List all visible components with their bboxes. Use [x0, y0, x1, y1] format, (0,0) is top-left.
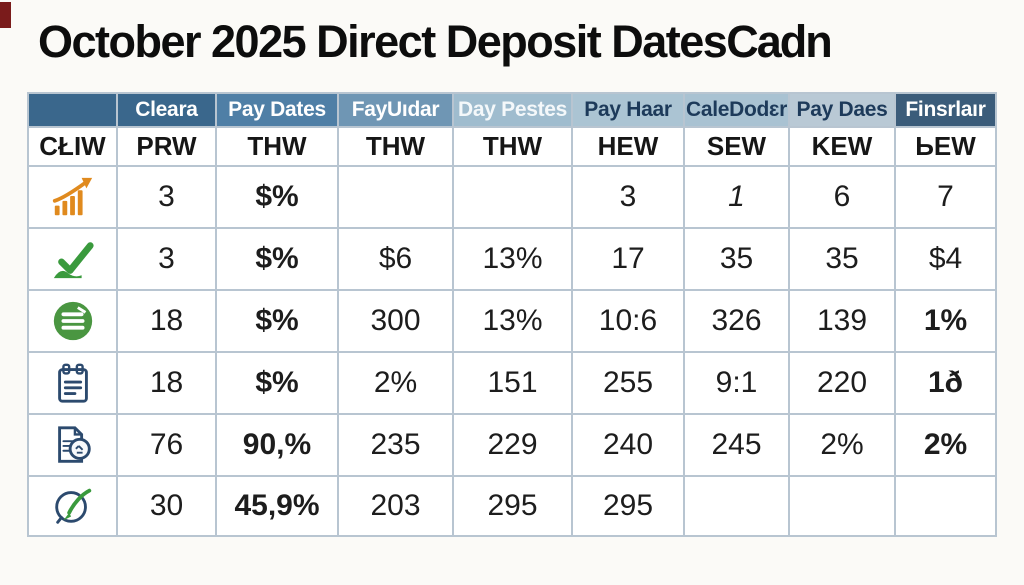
table-row: 30 45,9% 203 295 295: [27, 475, 997, 537]
table-cell: 17: [571, 227, 685, 291]
table-cell: 18: [116, 289, 217, 353]
table-cell: 203: [337, 475, 454, 537]
table-cell: 295: [452, 475, 573, 537]
subheader-cell: KEW: [788, 126, 896, 167]
column-header: CaleDodɛr: [683, 92, 790, 128]
row-icon-cell: [27, 227, 118, 291]
page-title: October 2025 Direct Deposit DatesCadn: [38, 16, 833, 68]
table-cell: 35: [683, 227, 790, 291]
subheader-cell: HEW: [571, 126, 685, 167]
growth-chart-icon: [52, 177, 92, 216]
table-cell: 295: [571, 475, 685, 537]
table-cell: 1ð: [894, 351, 997, 415]
table-cell: $%: [215, 289, 339, 353]
checkmark-icon: [53, 242, 94, 279]
row-icon-cell: [27, 289, 118, 353]
table-cell: 139: [788, 289, 896, 353]
column-header: Pay Dates: [215, 92, 339, 128]
row-icon-cell: [27, 475, 118, 537]
table-cell: 2%: [337, 351, 454, 415]
table-cell: $4: [894, 227, 997, 291]
table-cell: 240: [571, 413, 685, 477]
subheader-row: CŁIW PRW THW THW THW HEW SEW KEW ЬEW: [27, 126, 997, 167]
table-cell: 18: [116, 351, 217, 415]
subheader-cell: SEW: [683, 126, 790, 167]
subheader-cell: THW: [452, 126, 573, 167]
column-header: Pay Haar: [571, 92, 685, 128]
table-cell: $%: [215, 227, 339, 291]
table-cell: 3: [116, 227, 217, 291]
table-cell: 13%: [452, 289, 573, 353]
table-cell: 235: [337, 413, 454, 477]
column-header: Day Pestes: [452, 92, 573, 128]
subheader-cell: CŁIW: [27, 126, 118, 167]
table-cell: 3: [116, 165, 217, 229]
row-icon-cell: [27, 165, 118, 229]
table-cell: [337, 165, 454, 229]
table-row: 18 $% 2% 151 255 9:1 220 1ð: [27, 351, 997, 415]
document-badge-icon: [57, 426, 91, 463]
table-cell: $%: [215, 351, 339, 415]
column-header: Finsrlaır: [894, 92, 997, 128]
table-cell: 1%: [894, 289, 997, 353]
table-cell: $%: [215, 165, 339, 229]
list-circle-icon: [53, 301, 92, 341]
table-cell: 151: [452, 351, 573, 415]
table-cell: 229: [452, 413, 573, 477]
table-cell: 35: [788, 227, 896, 291]
table-row: 76 90,% 235 229 240 245 2% 2%: [27, 413, 997, 477]
column-header-icon: [27, 92, 118, 128]
corner-mark: [0, 2, 11, 28]
table-cell: 245: [683, 413, 790, 477]
table-row: 3 $% 3 1 6 7: [27, 165, 997, 229]
row-icon-cell: [27, 351, 118, 415]
table-cell: [452, 165, 573, 229]
table-cell: 326: [683, 289, 790, 353]
search-pencil-icon: [54, 488, 91, 524]
subheader-cell: THW: [337, 126, 454, 167]
table-cell: 2%: [894, 413, 997, 477]
subheader-cell: THW: [215, 126, 339, 167]
column-header: FayUıdar: [337, 92, 454, 128]
table-cell: 9:1: [683, 351, 790, 415]
clipboard-icon: [57, 363, 88, 403]
table-row: 3 $% $6 13% 17 35 35 $4: [27, 227, 997, 291]
deposit-table: Cleara Pay Dates FayUıdar Day Pestes Pay…: [27, 92, 997, 537]
table-cell: 30: [116, 475, 217, 537]
table-cell: 10:6: [571, 289, 685, 353]
header-row: Cleara Pay Dates FayUıdar Day Pestes Pay…: [27, 92, 997, 128]
row-icon-cell: [27, 413, 118, 477]
column-header: Pay Daes: [788, 92, 896, 128]
table-cell: 76: [116, 413, 217, 477]
table-cell: 1: [683, 165, 790, 229]
table-cell: 300: [337, 289, 454, 353]
table-cell: 3: [571, 165, 685, 229]
table-row: 18 $% 300 13% 10:6 326 139 1%: [27, 289, 997, 353]
table-cell: [683, 475, 790, 537]
column-header: Cleara: [116, 92, 217, 128]
table-cell: 7: [894, 165, 997, 229]
subheader-cell: PRW: [116, 126, 217, 167]
table-cell: [894, 475, 997, 537]
table-cell: 2%: [788, 413, 896, 477]
table-cell: 45,9%: [215, 475, 339, 537]
subheader-cell: ЬEW: [894, 126, 997, 167]
table-cell: 255: [571, 351, 685, 415]
table-cell: [788, 475, 896, 537]
table-cell: $6: [337, 227, 454, 291]
page-title-main: October 2025 Direct Deposit Dates: [38, 16, 728, 67]
page-title-suffix: Cadn: [726, 16, 832, 67]
table-cell: 13%: [452, 227, 573, 291]
table-cell: 6: [788, 165, 896, 229]
table-cell: 220: [788, 351, 896, 415]
table-cell: 90,%: [215, 413, 339, 477]
